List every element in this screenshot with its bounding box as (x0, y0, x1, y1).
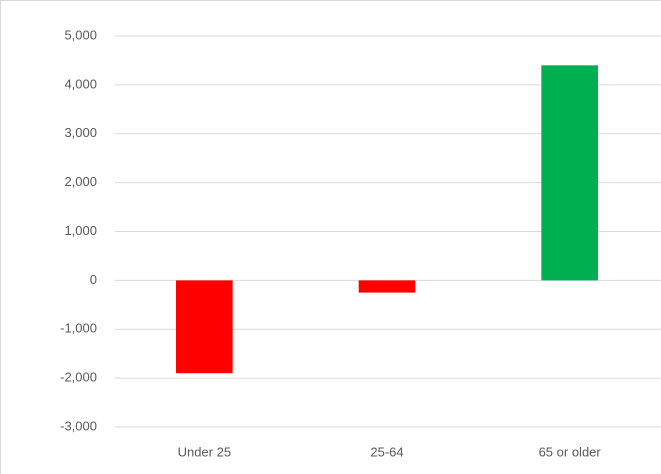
bar (176, 280, 233, 374)
bar (358, 280, 416, 293)
y-tick-label: 5,000 (64, 27, 97, 42)
y-tick-label: 0 (90, 272, 97, 287)
y-tick-label: -1,000 (60, 321, 97, 336)
bar (541, 65, 598, 281)
y-tick-label: 1,000 (64, 223, 97, 238)
y-tick-label: 4,000 (64, 76, 97, 91)
y-tick-label: 3,000 (64, 125, 97, 140)
y-tick-label: -3,000 (60, 418, 97, 433)
x-tick-label: Under 25 (178, 444, 231, 459)
y-tick-label: 2,000 (64, 174, 97, 189)
x-tick-label: 65 or older (539, 444, 602, 459)
x-tick-label: 25-64 (370, 444, 403, 459)
y-tick-label: -2,000 (60, 370, 97, 385)
